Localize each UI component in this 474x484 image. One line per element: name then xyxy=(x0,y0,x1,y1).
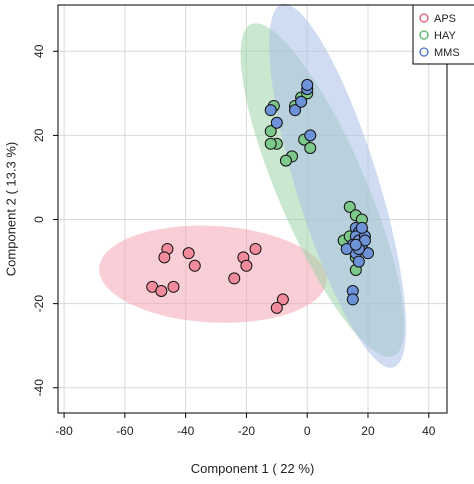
legend-marker-hay xyxy=(419,30,429,40)
point-hay xyxy=(304,142,317,155)
legend-marker-mms xyxy=(419,47,429,57)
y-tick-label: -20 xyxy=(32,295,46,313)
point-aps xyxy=(249,242,262,255)
ellipse-aps xyxy=(99,225,327,323)
x-tick-label: 40 xyxy=(422,424,436,438)
point-hay xyxy=(343,200,356,213)
point-mms xyxy=(352,255,365,268)
point-mms xyxy=(304,129,317,142)
point-aps xyxy=(155,285,168,298)
point-mms xyxy=(346,293,359,306)
point-aps xyxy=(240,259,253,272)
x-tick-label: -20 xyxy=(238,424,256,438)
y-tick-label: 20 xyxy=(32,128,46,142)
x-tick-label: -40 xyxy=(177,424,195,438)
point-aps xyxy=(167,280,180,293)
confidence-ellipses xyxy=(99,4,406,368)
point-aps xyxy=(182,247,195,260)
legend-marker-aps xyxy=(419,13,429,23)
axis-ticks: -80 -60 -40 -20 0 20 40 -40 -20 0 20 40 xyxy=(32,44,436,438)
point-mms xyxy=(355,221,368,234)
point-mms xyxy=(295,95,308,108)
legend-label-hay: HAY xyxy=(434,30,456,42)
x-tick-label: 0 xyxy=(304,424,311,438)
legend: APS HAY MMS xyxy=(412,4,474,65)
data-points xyxy=(146,78,374,314)
legend-box xyxy=(412,4,474,65)
y-tick-label: 40 xyxy=(32,44,46,58)
x-axis-title: Component 1 ( 22 %) xyxy=(191,461,315,476)
legend-label-aps: APS xyxy=(434,13,456,25)
point-mms xyxy=(264,104,277,117)
point-aps xyxy=(188,259,201,272)
point-mms xyxy=(270,116,283,129)
legend-label-mms: MMS xyxy=(434,47,460,59)
point-mms xyxy=(289,104,302,117)
point-aps xyxy=(228,272,241,285)
point-aps xyxy=(158,251,171,264)
x-tick-label: -60 xyxy=(116,424,134,438)
point-aps xyxy=(270,301,283,314)
point-mms xyxy=(349,238,362,251)
plot-frame xyxy=(57,4,448,414)
point-hay xyxy=(264,125,277,138)
y-axis-title: Component 2 ( 13.3 %) xyxy=(3,142,18,276)
x-tick-label: -80 xyxy=(55,424,73,438)
y-tick-label: 0 xyxy=(32,216,46,223)
point-hay xyxy=(264,137,277,150)
point-hay xyxy=(279,154,292,167)
point-aps xyxy=(276,293,289,306)
point-mms xyxy=(301,78,314,91)
y-tick-label: -40 xyxy=(32,379,46,397)
x-tick-label: 20 xyxy=(361,424,375,438)
